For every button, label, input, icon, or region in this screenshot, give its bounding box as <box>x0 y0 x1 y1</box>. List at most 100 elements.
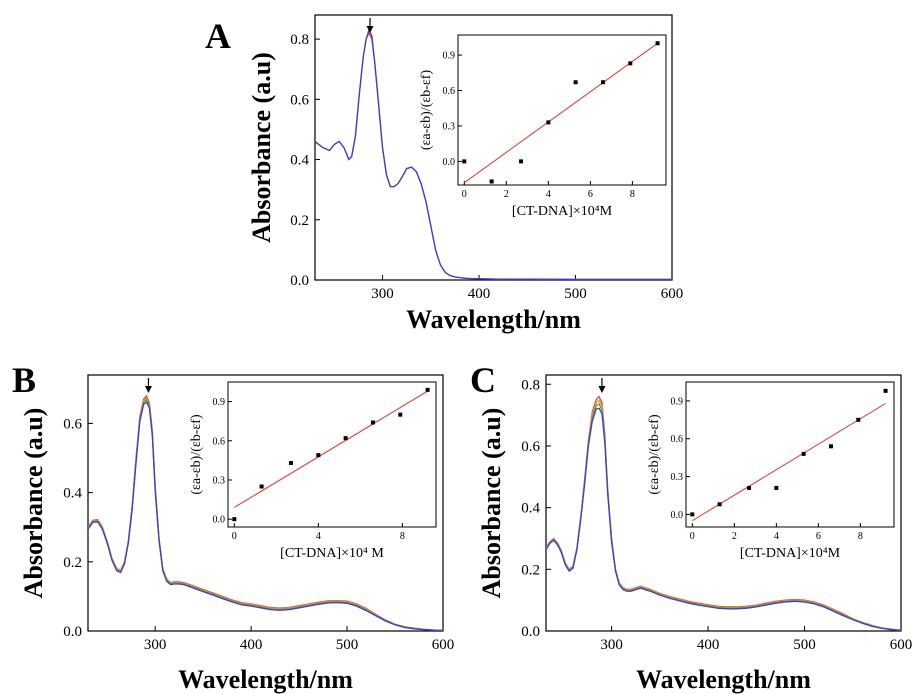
inset-y-tick-label: 0.9 <box>443 51 456 62</box>
inset-frame <box>227 381 437 528</box>
inset-x-tick-label: 0 <box>690 531 695 542</box>
plot-frame <box>545 374 902 632</box>
x-axis-title: Wavelength/nm <box>636 665 811 694</box>
data-point <box>489 179 494 184</box>
x-tick-label: 400 <box>697 637 720 653</box>
fit-line <box>692 402 886 522</box>
down-arrow-icon <box>366 26 374 33</box>
data-point <box>690 512 695 517</box>
fit-line <box>234 390 428 508</box>
panel-letter: A <box>205 16 231 56</box>
inset-y-tick-label: 0.3 <box>671 472 684 483</box>
y-tick-label: 0.2 <box>290 213 309 229</box>
x-tick-label: 400 <box>468 286 491 302</box>
data-point <box>883 388 888 393</box>
y-tick-label: 0.6 <box>290 92 309 108</box>
y-tick-label: 0.8 <box>521 377 540 393</box>
data-point <box>316 453 321 458</box>
x-tick-label: 600 <box>661 286 684 302</box>
inset-x-tick-label: 4 <box>316 531 321 542</box>
data-point <box>828 444 833 449</box>
data-point <box>801 451 806 456</box>
y-axis-title: Absorbance (a.u) <box>19 408 48 599</box>
y-tick-label: 0.0 <box>521 624 540 640</box>
inset-frame <box>457 34 667 186</box>
data-point <box>600 80 605 85</box>
x-tick-label: 300 <box>600 637 623 653</box>
data-point <box>425 387 430 392</box>
inset-x-tick-label: 4 <box>774 531 779 542</box>
x-tick-label: 500 <box>564 286 587 302</box>
inset-plot: 0 2 4 6 8 0.0 0.3 0.6 0.9 [CT-DNA]×10⁴M (εa-εb)/(ε… <box>647 381 895 561</box>
data-point <box>370 420 375 425</box>
inset-xlabel: [CT-DNA]×10⁴M <box>740 546 841 561</box>
data-point <box>628 61 633 66</box>
inset-x-tick-label: 6 <box>588 189 593 200</box>
data-point <box>232 517 237 522</box>
data-point <box>343 436 348 441</box>
inset-x-tick-label: 0 <box>232 531 237 542</box>
inset-y-tick-label: 0.3 <box>213 475 226 486</box>
inset-y-tick-label: 0.9 <box>213 397 226 408</box>
data-point <box>519 159 524 164</box>
inset-y-tick-label: 0.0 <box>671 510 684 521</box>
inset-ylabel: (εa-εb)/(εb-εf) <box>189 414 204 495</box>
inset-x-tick-label: 4 <box>546 189 551 200</box>
y-tick-label: 0.6 <box>63 416 82 432</box>
y-axis-title: Absorbance (a.u) <box>477 408 506 599</box>
inset-x-tick-label: 8 <box>630 189 635 200</box>
x-tick-label: 400 <box>240 637 263 653</box>
inset-x-tick-label: 0 <box>462 189 467 200</box>
panel-b: B 300 400 500 600 0.0 0.2 0.4 0.6 Wavelength/nm Ab… <box>12 360 454 694</box>
x-tick-label: 500 <box>336 637 359 653</box>
panel-a: A 300 400 500 600 0.0 0.2 0.4 0.6 0.8 Wavelength/n… <box>205 14 684 334</box>
inset-x-tick-label: 6 <box>816 531 821 542</box>
data-point <box>774 485 779 490</box>
inset-y-tick-label: 0.6 <box>213 436 226 447</box>
y-tick-label: 0.6 <box>521 439 540 455</box>
x-axis-title: Wavelength/nm <box>406 305 581 334</box>
x-axis-title: Wavelength/nm <box>178 665 353 694</box>
inset-y-tick-label: 0.6 <box>671 434 684 445</box>
down-arrow-icon <box>144 386 152 393</box>
data-point <box>717 502 722 507</box>
inset-xlabel: [CT-DNA]×10⁴M <box>512 204 613 219</box>
panel-letter: B <box>12 360 36 400</box>
panel-letter: C <box>470 360 496 400</box>
spectrum-line <box>315 28 672 280</box>
data-point <box>398 412 403 417</box>
inset-plot: 0 2 4 6 8 0.0 0.3 0.6 0.9 [CT-DNA]×10⁴M (εa-εb)/(ε… <box>419 34 667 219</box>
y-tick-label: 0.4 <box>290 153 309 169</box>
x-tick-label: 600 <box>890 637 913 653</box>
plot-frame <box>314 14 673 281</box>
y-tick-label: 0.0 <box>290 273 309 289</box>
down-arrow-icon <box>598 386 606 393</box>
data-point <box>655 41 660 46</box>
data-point <box>462 159 467 164</box>
inset-x-tick-label: 8 <box>400 531 405 542</box>
y-tick-label: 0.2 <box>63 555 82 571</box>
y-tick-label: 0.0 <box>63 624 82 640</box>
x-tick-label: 600 <box>432 637 455 653</box>
inset-y-tick-label: 0.9 <box>671 396 684 407</box>
panel-c: C 300 400 500 600 0.0 0.2 0.4 0.6 0.8 Wavelength/n… <box>470 360 912 694</box>
data-point <box>856 417 861 422</box>
inset-y-tick-label: 0.3 <box>443 121 456 132</box>
inset-x-tick-label: 8 <box>858 531 863 542</box>
y-tick-label: 0.4 <box>521 501 540 517</box>
fit-line <box>463 42 658 184</box>
plot-frame <box>87 374 444 632</box>
inset-ylabel: (εa-εb)/(εb-εf) <box>419 70 434 151</box>
y-tick-label: 0.2 <box>521 562 540 578</box>
inset-plot: 0 4 8 0.0 0.3 0.6 0.9 [CT-DNA]×10⁴ M (εa-εb)/(εb… <box>189 381 437 561</box>
data-point <box>546 120 551 125</box>
y-tick-label: 0.4 <box>63 486 82 502</box>
data-point <box>573 80 578 85</box>
y-tick-label: 0.8 <box>290 32 309 48</box>
y-axis-title: Absorbance (a.u) <box>247 52 276 243</box>
inset-y-tick-label: 0.0 <box>443 157 456 168</box>
x-tick-label: 500 <box>793 637 816 653</box>
x-tick-label: 300 <box>371 286 394 302</box>
x-tick-label: 300 <box>144 637 167 653</box>
